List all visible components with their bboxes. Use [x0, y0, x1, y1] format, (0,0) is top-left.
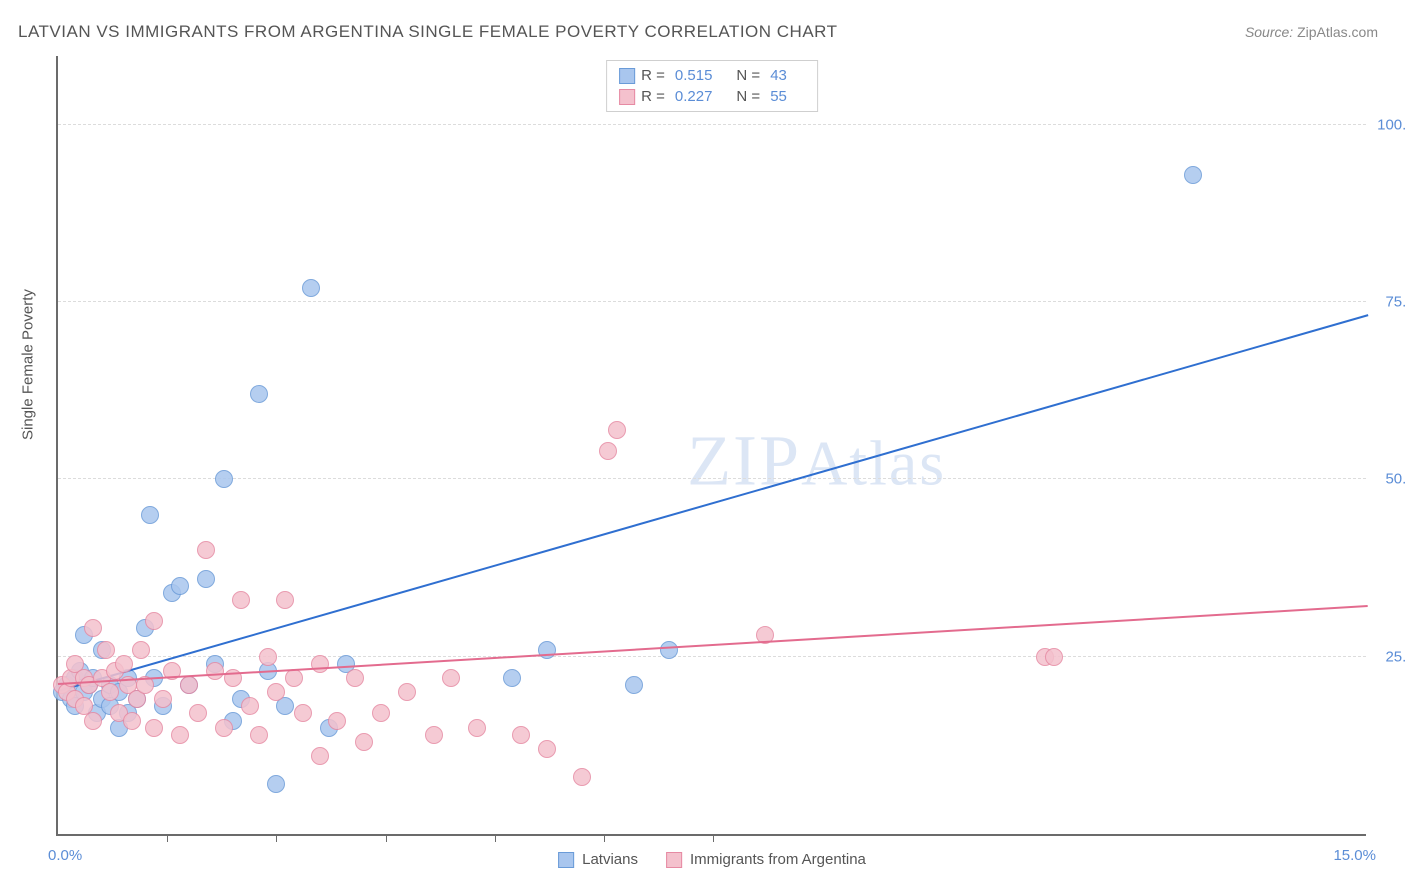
gridline [58, 301, 1366, 302]
data-point [154, 690, 172, 708]
data-point [328, 712, 346, 730]
source-label: Source: [1245, 24, 1293, 40]
data-point [311, 655, 329, 673]
swatch-icon [666, 852, 682, 868]
swatch-icon [619, 89, 635, 105]
data-point [512, 726, 530, 744]
data-point [84, 712, 102, 730]
trend-line [58, 314, 1369, 692]
x-tick [386, 834, 387, 842]
data-point [1045, 648, 1063, 666]
data-point [311, 747, 329, 765]
source-attribution: Source: ZipAtlas.com [1245, 24, 1378, 40]
legend-item-argentina: Immigrants from Argentina [666, 851, 866, 868]
gridline [58, 124, 1366, 125]
data-point [97, 641, 115, 659]
data-point [189, 704, 207, 722]
data-point [442, 669, 460, 687]
r-label: R = [641, 67, 665, 84]
data-point [145, 719, 163, 737]
chart-title: LATVIAN VS IMMIGRANTS FROM ARGENTINA SIN… [18, 22, 838, 42]
chart-container: LATVIAN VS IMMIGRANTS FROM ARGENTINA SIN… [0, 0, 1406, 892]
legend-row-latvians: R = 0.515 N = 43 [619, 65, 805, 86]
trend-line [58, 605, 1368, 685]
swatch-icon [619, 68, 635, 84]
n-value: 55 [770, 88, 787, 105]
x-tick [713, 834, 714, 842]
y-tick-label: 100.0% [1377, 116, 1406, 133]
data-point [660, 641, 678, 659]
x-tick [167, 834, 168, 842]
correlation-legend: R = 0.515 N = 43 R = 0.227 N = 55 [606, 60, 818, 112]
data-point [425, 726, 443, 744]
data-point [141, 506, 159, 524]
source-value: ZipAtlas.com [1297, 24, 1378, 40]
r-value: 0.227 [675, 88, 713, 105]
data-point [250, 726, 268, 744]
n-label: N = [736, 67, 760, 84]
series-legend: Latvians Immigrants from Argentina [558, 851, 866, 868]
data-point [101, 683, 119, 701]
data-point [355, 733, 373, 751]
x-tick [276, 834, 277, 842]
data-point [115, 655, 133, 673]
x-axis-max-label: 15.0% [1333, 847, 1376, 864]
data-point [197, 541, 215, 559]
data-point [171, 726, 189, 744]
data-point [468, 719, 486, 737]
data-point [608, 421, 626, 439]
legend-label: Immigrants from Argentina [690, 851, 866, 868]
x-tick [604, 834, 605, 842]
data-point [573, 768, 591, 786]
y-tick-label: 75.0% [1385, 294, 1406, 311]
data-point [302, 279, 320, 297]
data-point [215, 719, 233, 737]
n-value: 43 [770, 67, 787, 84]
plot-area: ZIPAtlas R = 0.515 N = 43 R = 0.227 N = … [56, 56, 1366, 836]
data-point [232, 591, 250, 609]
data-point [346, 669, 364, 687]
data-point [285, 669, 303, 687]
y-tick-label: 50.0% [1385, 471, 1406, 488]
x-tick [495, 834, 496, 842]
data-point [599, 442, 617, 460]
y-axis-label: Single Female Poverty [20, 289, 37, 440]
legend-item-latvians: Latvians [558, 851, 638, 868]
x-axis-min-label: 0.0% [48, 847, 82, 864]
data-point [398, 683, 416, 701]
gridline [58, 656, 1366, 657]
data-point [503, 669, 521, 687]
data-point [206, 662, 224, 680]
data-point [250, 385, 268, 403]
data-point [538, 740, 556, 758]
r-value: 0.515 [675, 67, 713, 84]
data-point [372, 704, 390, 722]
data-point [267, 775, 285, 793]
data-point [215, 470, 233, 488]
data-point [171, 577, 189, 595]
data-point [132, 641, 150, 659]
n-label: N = [736, 88, 760, 105]
data-point [267, 683, 285, 701]
data-point [180, 676, 198, 694]
data-point [294, 704, 312, 722]
data-point [259, 648, 277, 666]
data-point [145, 612, 163, 630]
data-point [197, 570, 215, 588]
data-point [241, 697, 259, 715]
gridline [58, 478, 1366, 479]
data-point [276, 591, 294, 609]
r-label: R = [641, 88, 665, 105]
data-point [84, 619, 102, 637]
legend-row-argentina: R = 0.227 N = 55 [619, 86, 805, 107]
watermark: ZIPAtlas [687, 419, 946, 502]
y-tick-label: 25.0% [1385, 648, 1406, 665]
data-point [1184, 166, 1202, 184]
swatch-icon [558, 852, 574, 868]
data-point [123, 712, 141, 730]
data-point [625, 676, 643, 694]
legend-label: Latvians [582, 851, 638, 868]
